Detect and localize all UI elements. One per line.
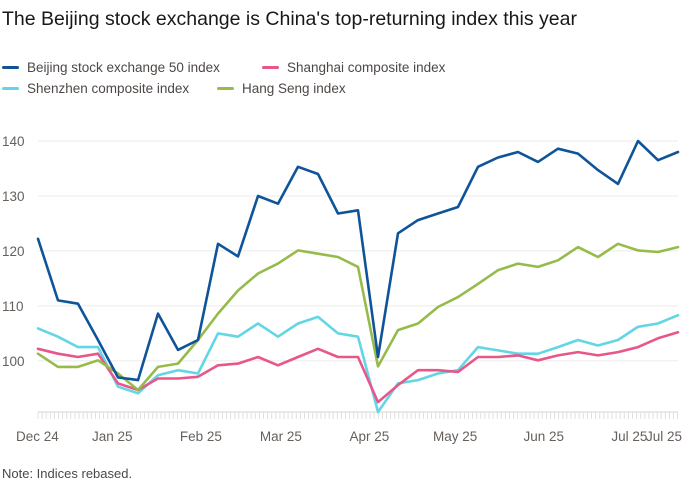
legend-item-shanghai: Shanghai composite index bbox=[262, 60, 445, 75]
legend-label: Hang Seng index bbox=[242, 81, 346, 96]
series-line-beijing-stock-exchange-50-index bbox=[36, 139, 680, 382]
x-tick-label: Mar 25 bbox=[260, 429, 302, 444]
y-tick-label: 130 bbox=[2, 189, 25, 204]
legend-swatch bbox=[217, 87, 234, 90]
legend-item-beijing: Beijing stock exchange 50 index bbox=[2, 60, 220, 75]
chart-title: The Beijing stock exchange is China's to… bbox=[2, 8, 577, 30]
series-line-shenzhen-composite-index bbox=[36, 313, 680, 414]
y-tick-label: 100 bbox=[2, 354, 25, 369]
legend-label: Beijing stock exchange 50 index bbox=[27, 60, 220, 75]
series-line-shanghai-composite-index bbox=[36, 331, 680, 404]
legend-swatch bbox=[2, 66, 19, 69]
x-tick-label: Jul 25 bbox=[646, 429, 682, 444]
legend-swatch bbox=[262, 66, 279, 69]
chart-note: Note: Indices rebased. bbox=[2, 466, 133, 481]
legend-label: Shanghai composite index bbox=[287, 60, 446, 75]
y-tick-label: 140 bbox=[2, 134, 25, 149]
x-tick-label: Apr 25 bbox=[350, 429, 390, 444]
legend-swatch bbox=[2, 87, 19, 90]
x-tick-label: Jan 25 bbox=[92, 429, 133, 444]
legend-item-shenzhen: Shenzhen composite index bbox=[2, 81, 189, 96]
y-tick-label: 110 bbox=[2, 299, 24, 314]
y-tick-label: 120 bbox=[2, 244, 25, 259]
x-tick-label: May 25 bbox=[433, 429, 477, 444]
x-tick-label: Feb 25 bbox=[180, 429, 222, 444]
x-tick-label: Dec 24 bbox=[16, 429, 59, 444]
legend-label: Shenzhen composite index bbox=[27, 81, 190, 96]
legend-item-hang-seng: Hang Seng index bbox=[217, 81, 346, 96]
x-tick-label: Jun 25 bbox=[523, 429, 564, 444]
series-line-hang-seng-index bbox=[36, 242, 680, 392]
line-chart: 100 110 120 130 140 Dec 24 Jan 25 Feb 25 Mar 25 A… bbox=[2, 134, 682, 444]
x-tick-label: Jul 25 bbox=[611, 429, 647, 444]
